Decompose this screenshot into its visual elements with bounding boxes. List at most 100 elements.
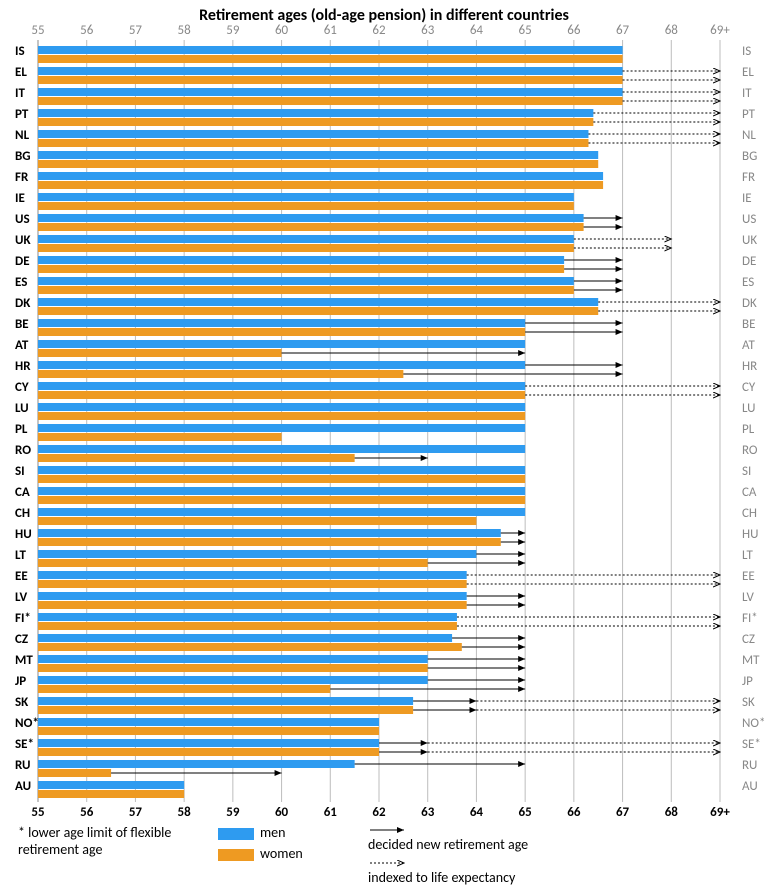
country-label-left: DE [15,254,30,269]
country-label-left: CA [15,485,30,500]
svg-text:64: 64 [470,23,484,38]
bar-men-HR [38,361,525,369]
legend: * lower age limit of flexibleretirement … [18,824,750,886]
country-label-right: JP [742,674,753,689]
bar-women-NL [38,139,588,147]
bar-men-US [38,214,584,222]
country-label-right: FR [742,170,755,185]
bar-men-LT [38,550,476,558]
svg-text:55: 55 [31,805,44,820]
country-label-left: MT [15,653,33,668]
country-label-right: SE* [742,737,761,752]
bar-women-JP [38,685,330,693]
bar-men-UK [38,235,574,243]
chart-title: Retirement ages (old-age pension) in dif… [0,6,768,25]
bar-women-FR [38,181,603,189]
bar-men-IS [38,46,623,54]
svg-text:65: 65 [519,23,532,38]
country-label-left: JP [15,674,26,689]
bar-men-RO [38,445,525,453]
legend-footnote: * lower age limit of flexible [18,824,218,841]
bar-women-FI* [38,622,457,630]
country-label-left: CY [15,380,29,395]
bar-men-CH [38,508,525,516]
country-label-left: LU [15,401,29,416]
country-label-left: LT [15,548,27,563]
legend-indexed: indexed to life expectancy [368,857,750,886]
country-label-right: CY [742,380,756,395]
country-label-right: RU [742,758,757,773]
country-label-right: PT [742,107,756,122]
bar-men-EE [38,571,467,579]
bar-men-SK [38,697,413,705]
legend-women: women [218,845,368,862]
country-label-right: LT [742,548,754,563]
bar-women-SI [38,475,525,483]
country-label-right: PL [742,422,755,437]
bar-men-CZ [38,634,452,642]
bar-women-IE [38,202,574,210]
svg-text:67: 67 [616,23,630,38]
svg-text:63: 63 [421,23,435,38]
svg-text:68: 68 [665,23,679,38]
country-label-left: HU [15,527,32,542]
svg-text:67: 67 [616,805,630,820]
svg-text:62: 62 [372,805,386,820]
country-label-left: ES [15,275,27,290]
bar-women-CY [38,391,525,399]
svg-text:59: 59 [226,23,240,38]
country-label-left: DK [15,296,31,311]
country-label-left: CH [15,506,30,521]
bar-women-BE [38,328,525,336]
bar-men-FR [38,172,603,180]
bar-women-LT [38,559,428,567]
bar-men-EL [38,67,623,75]
country-label-left: NL [15,128,30,143]
bar-men-PL [38,424,525,432]
country-label-right: ES [742,275,754,290]
country-label-right: BE [742,317,755,332]
country-label-right: EE [742,569,755,584]
bar-men-NL [38,130,588,138]
chart-svg: 5555565657575858595960606161626263636464… [0,0,768,840]
country-label-left: EL [15,65,27,80]
bar-men-SI [38,466,525,474]
svg-text:63: 63 [421,805,435,820]
bar-women-IS [38,55,623,63]
country-label-right: LV [742,590,755,605]
svg-text:65: 65 [519,805,532,820]
country-label-right: NL [742,128,756,143]
svg-text:69+: 69+ [710,805,730,820]
legend-men: men [218,824,368,841]
country-label-left: LV [15,590,27,605]
svg-text:55: 55 [31,23,44,38]
bar-women-MT [38,664,428,672]
country-label-right: SK [742,695,755,710]
country-label-right: SI [742,464,751,479]
country-label-left: IT [15,86,25,101]
bar-women-BG [38,160,598,168]
country-label-right: IT [742,86,752,101]
country-label-left: RU [15,758,31,773]
bar-women-PL [38,433,282,441]
svg-text:56: 56 [80,805,94,820]
legend-footnote-2: retirement age [18,841,218,858]
country-label-right: NO* [742,716,765,731]
svg-text:57: 57 [129,23,143,38]
bar-women-CZ [38,643,462,651]
country-label-right: DK [742,296,757,311]
bar-men-LU [38,403,525,411]
bar-men-IE [38,193,574,201]
country-label-left: FR [15,170,29,185]
country-label-left: US [15,212,30,227]
country-label-left: IE [15,191,25,206]
bar-women-UK [38,244,574,252]
svg-text:56: 56 [80,23,94,38]
country-label-right: HU [742,527,758,542]
bar-women-DK [38,307,598,315]
bar-men-HU [38,529,501,537]
bar-men-BG [38,151,598,159]
bar-men-RU [38,760,355,768]
bar-men-CA [38,487,525,495]
country-label-right: CA [742,485,757,500]
